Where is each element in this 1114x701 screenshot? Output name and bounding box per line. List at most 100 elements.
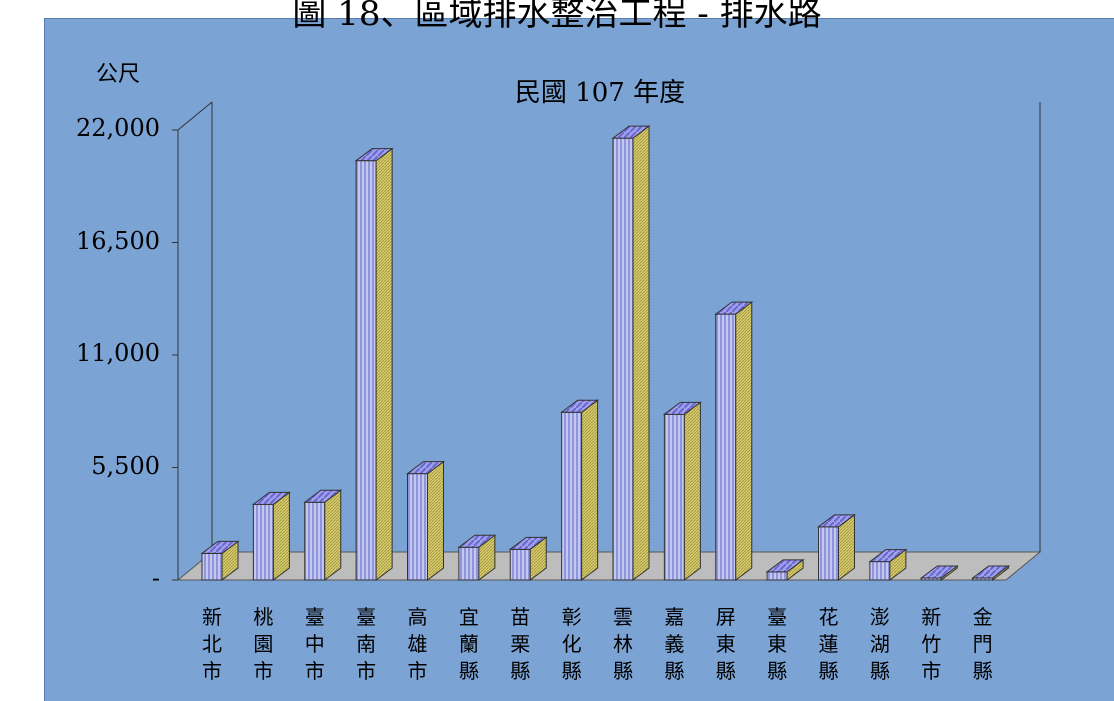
x-category-label: 臺東縣 [762, 604, 792, 685]
x-category-char: 澎 [869, 605, 890, 629]
x-category-char: 市 [921, 659, 942, 683]
wall-top-edge [177, 101, 213, 131]
bar-top [200, 540, 240, 554]
chart-title: 圖 18、區域排水整治工程 - 排水路 [292, 0, 822, 34]
x-category-char: 門 [972, 632, 993, 656]
x-category-label: 彰化縣 [557, 604, 587, 685]
x-category-char: 栗 [510, 632, 531, 656]
x-category-char: 苗 [510, 605, 531, 629]
x-category-char: 縣 [458, 659, 479, 683]
x-category-label: 新北市 [197, 604, 227, 685]
bar [919, 565, 959, 581]
bar-front [561, 411, 583, 581]
bar-front [201, 552, 223, 581]
x-category-char: 市 [304, 659, 325, 683]
bar-side [427, 460, 444, 581]
bar [406, 460, 445, 581]
x-category-label: 花蓮縣 [814, 604, 844, 685]
x-category-char: 縣 [510, 659, 531, 683]
bar-side [581, 399, 599, 581]
bar-top [662, 401, 702, 415]
bar-top [251, 491, 291, 505]
bar-top [611, 125, 651, 139]
x-category-char: 南 [356, 632, 377, 656]
x-category-char: 東 [715, 632, 736, 656]
bar-top [303, 489, 343, 503]
bar-front [407, 473, 428, 581]
x-category-char: 縣 [664, 659, 685, 683]
x-category-char: 化 [561, 632, 582, 656]
bar-side [324, 489, 342, 581]
x-category-label: 新竹市 [916, 604, 946, 685]
x-category-label: 臺南市 [351, 604, 381, 685]
x-category-char: 臺 [356, 605, 377, 629]
x-category-char: 中 [304, 632, 325, 656]
y-tick-label: 5,500 [91, 451, 160, 480]
x-category-label: 雲林縣 [608, 604, 638, 685]
bar-top [971, 565, 1011, 579]
x-category-label: 高雄市 [403, 604, 433, 685]
x-category-label: 金門縣 [968, 604, 998, 685]
bar-front [304, 501, 326, 581]
bar-side [632, 125, 650, 581]
bar [457, 534, 497, 581]
bar-front [355, 160, 377, 581]
bar-front [715, 313, 737, 581]
x-category-label: 臺中市 [300, 604, 330, 685]
bar-side [272, 491, 290, 581]
bar [200, 540, 240, 581]
bar-front [252, 503, 274, 581]
bar-front [818, 526, 839, 581]
x-category-char: 金 [972, 605, 993, 629]
bar-side [375, 147, 393, 581]
x-category-char: 臺 [304, 605, 325, 629]
bar-front [766, 571, 788, 581]
x-category-char: 北 [202, 632, 222, 656]
x-category-char: 縣 [972, 659, 993, 683]
x-category-label: 宜蘭縣 [454, 604, 484, 685]
x-category-char: 縣 [613, 659, 633, 683]
x-category-char: 市 [407, 659, 428, 683]
bar-front [458, 546, 480, 581]
bar-front [509, 548, 531, 581]
bar [508, 536, 548, 581]
bar-top [765, 559, 805, 573]
x-category-label: 嘉義縣 [659, 604, 689, 685]
bar [251, 491, 291, 581]
x-category-char: 屏 [715, 605, 736, 629]
x-category-char: 園 [253, 632, 274, 656]
bar-front [663, 413, 685, 581]
bar [662, 401, 702, 581]
x-category-char: 縣 [818, 659, 839, 683]
x-category-char: 竹 [921, 632, 942, 656]
bar-top [714, 301, 754, 315]
chart-subtitle: 民國 107 年度 [514, 78, 686, 108]
bar [765, 558, 805, 581]
bar-side [683, 401, 701, 581]
bar-front [612, 137, 634, 581]
bar-top [817, 514, 856, 528]
x-category-char: 雲 [613, 605, 633, 629]
x-category-label: 苗栗縣 [505, 604, 535, 685]
bar [714, 301, 754, 581]
x-category-char: 縣 [561, 659, 582, 683]
plot-area [44, 18, 1114, 701]
x-category-char: 雄 [407, 632, 428, 656]
bar [354, 147, 394, 581]
x-category-char: 湖 [869, 632, 890, 656]
bar-side [735, 301, 753, 581]
bar-top [354, 148, 394, 162]
bar-top [508, 536, 548, 550]
bar [611, 125, 651, 581]
x-category-char: 新 [921, 605, 942, 629]
x-category-char: 蓮 [818, 632, 839, 656]
x-category-char: 義 [664, 632, 685, 656]
bar-top [406, 461, 445, 475]
x-category-label: 桃園市 [248, 604, 278, 685]
x-category-char: 新 [202, 605, 222, 629]
bar-top [560, 399, 600, 413]
bar [303, 489, 343, 581]
x-category-char: 彰 [561, 605, 582, 629]
bar [560, 399, 600, 581]
